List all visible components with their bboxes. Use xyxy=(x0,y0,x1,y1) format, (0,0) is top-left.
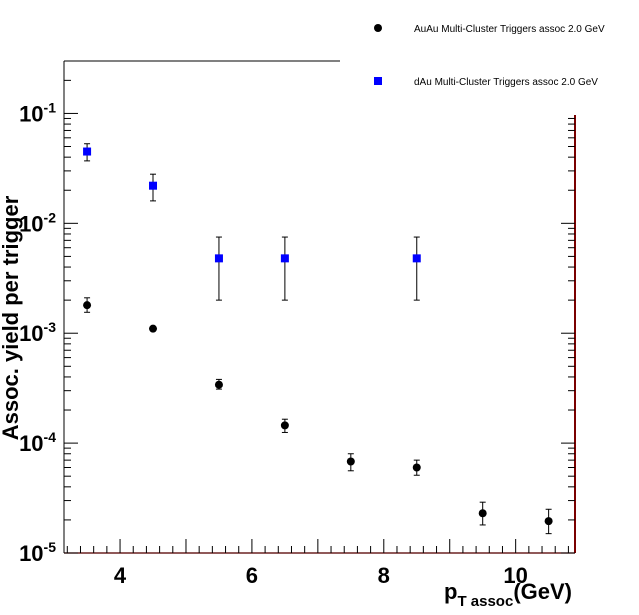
data-point xyxy=(214,236,223,301)
legend-square-marker xyxy=(374,77,382,85)
square-marker xyxy=(83,147,92,156)
y-tick-base: 10 xyxy=(19,211,43,236)
square-marker xyxy=(412,254,421,263)
y-tick-exponent: -2 xyxy=(44,209,57,225)
y-tick-exponent: -3 xyxy=(44,319,57,335)
x-axis-label: pT assoc(GeV) xyxy=(444,579,572,610)
y-tick-base: 10 xyxy=(19,101,43,126)
data-point xyxy=(544,508,553,535)
y-tick-exponent: -4 xyxy=(44,429,57,445)
y-tick-label: 10-2 xyxy=(19,209,56,236)
circle-marker xyxy=(478,509,487,518)
data-point xyxy=(478,501,487,526)
y-axis-ticks: 10-510-410-310-210-1 xyxy=(19,60,575,566)
data-marks xyxy=(83,143,553,535)
data-point xyxy=(149,324,158,333)
x-axis-ticks: 4 6 8 10 xyxy=(66,539,569,588)
x-tick-label: 8 xyxy=(378,563,390,588)
y-tick-exponent: -5 xyxy=(44,539,57,555)
y-tick-label: 10-4 xyxy=(19,429,56,456)
data-point xyxy=(149,173,158,202)
y-tick-base: 10 xyxy=(19,541,43,566)
circle-marker xyxy=(544,517,553,526)
y-tick-base: 10 xyxy=(19,431,43,456)
plot-frame xyxy=(63,60,576,554)
y-tick-base: 10 xyxy=(19,321,43,346)
circle-marker xyxy=(280,421,289,430)
data-point xyxy=(412,236,421,301)
y-tick-label: 10-3 xyxy=(19,319,56,346)
legend-entry-label: dAu Multi-Cluster Triggers assoc 2.0 GeV xyxy=(414,77,598,88)
y-axis-label: Assoc. yield per trigger xyxy=(0,195,23,440)
circle-marker xyxy=(412,463,421,472)
y-tick-label: 10-1 xyxy=(19,99,56,126)
data-point xyxy=(346,453,355,472)
x-axis-label-sub: T assoc xyxy=(457,593,513,610)
circle-marker xyxy=(346,457,355,466)
x-axis-label-unit: (GeV) xyxy=(513,579,572,604)
x-axis-label-main: p xyxy=(444,579,457,604)
legend-entry-label: AuAu Multi-Cluster Triggers assoc 2.0 Ge… xyxy=(414,24,605,35)
legend: AuAu Multi-Cluster Triggers assoc 2.0 Ge… xyxy=(374,24,605,88)
square-marker xyxy=(280,254,289,263)
circle-marker xyxy=(214,380,223,389)
data-point xyxy=(83,143,92,162)
circle-marker xyxy=(149,324,158,333)
data-point xyxy=(280,418,289,433)
x-tick-label: 10 xyxy=(503,563,527,588)
y-tick-label: 10-5 xyxy=(19,539,56,566)
square-marker xyxy=(149,181,158,190)
circle-marker xyxy=(83,301,92,310)
y-tick-exponent: -1 xyxy=(44,99,57,115)
x-tick-label: 4 xyxy=(114,563,127,588)
square-marker xyxy=(214,254,223,263)
x-tick-label: 6 xyxy=(246,563,258,588)
legend-circle-marker xyxy=(374,24,382,32)
data-point xyxy=(280,236,289,301)
data-point xyxy=(83,297,92,313)
data-point xyxy=(214,378,223,390)
data-point xyxy=(412,459,421,476)
